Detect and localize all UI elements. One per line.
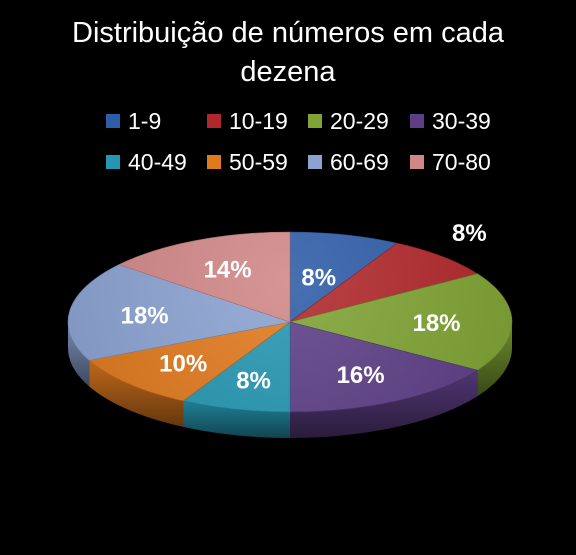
pie-slice-70-80 (118, 231, 291, 323)
legend-label-1-9: 1-9 (128, 108, 161, 134)
legend-swatch-60-69 (308, 155, 322, 169)
pie-slice-30-39 (289, 321, 479, 413)
data-label-1-9: 8% (301, 265, 336, 292)
pie-side-60-69 (68, 322, 90, 387)
pie-side-50-59 (89, 360, 184, 427)
legend-swatch-70-80 (410, 155, 424, 169)
pie-side-20-29 (477, 322, 512, 397)
data-label-40-49: 8% (236, 368, 271, 395)
pie-sides (68, 322, 512, 438)
chart-title-line-1: Distribuição de números em cada (72, 17, 505, 49)
legend-swatch-20-29 (308, 114, 322, 128)
legend-label-60-69: 60-69 (330, 149, 389, 175)
data-label-10-19: 8% (452, 220, 487, 247)
pie-slice-40-49 (182, 321, 291, 413)
data-label-30-39: 16% (337, 362, 385, 389)
chart-title-line-2: dezena (240, 56, 336, 88)
pie-side-40-49 (183, 400, 290, 438)
pie-slice-20-29 (289, 273, 513, 371)
pie-side-30-39 (290, 370, 478, 438)
legend-label-30-39: 30-39 (432, 108, 491, 134)
pie-slice-50-59 (88, 321, 291, 402)
legend-swatch-1-9 (106, 114, 120, 128)
pie-slice-60-69 (67, 264, 292, 361)
data-label-20-29: 18% (412, 310, 460, 337)
data-label-60-69: 18% (121, 303, 169, 330)
legend-label-10-19: 10-19 (229, 108, 288, 134)
legend-label-20-29: 20-29 (330, 108, 389, 134)
pie-top (67, 231, 513, 413)
legend-label-50-59: 50-59 (229, 149, 288, 175)
legend: 1-9 10-19 20-29 30-39 40-49 50-59 60-69 70-80 (106, 108, 491, 175)
legend-label-40-49: 40-49 (128, 149, 187, 175)
legend-swatch-50-59 (207, 155, 221, 169)
legend-label-70-80: 70-80 (432, 149, 491, 175)
chart-title: Distribuição de números em cada dezena (72, 17, 505, 88)
legend-swatch-10-19 (207, 114, 221, 128)
data-label-70-80: 14% (204, 256, 252, 283)
pie-slice-1-9 (289, 231, 398, 323)
pie-slice-10-19 (289, 242, 479, 323)
legend-swatch-40-49 (106, 155, 120, 169)
legend-swatch-30-39 (410, 114, 424, 128)
data-label-50-59: 10% (159, 351, 207, 378)
pie-data-labels: 8% 8% 18% 16% 8% 10% 18% 14% (121, 220, 487, 395)
